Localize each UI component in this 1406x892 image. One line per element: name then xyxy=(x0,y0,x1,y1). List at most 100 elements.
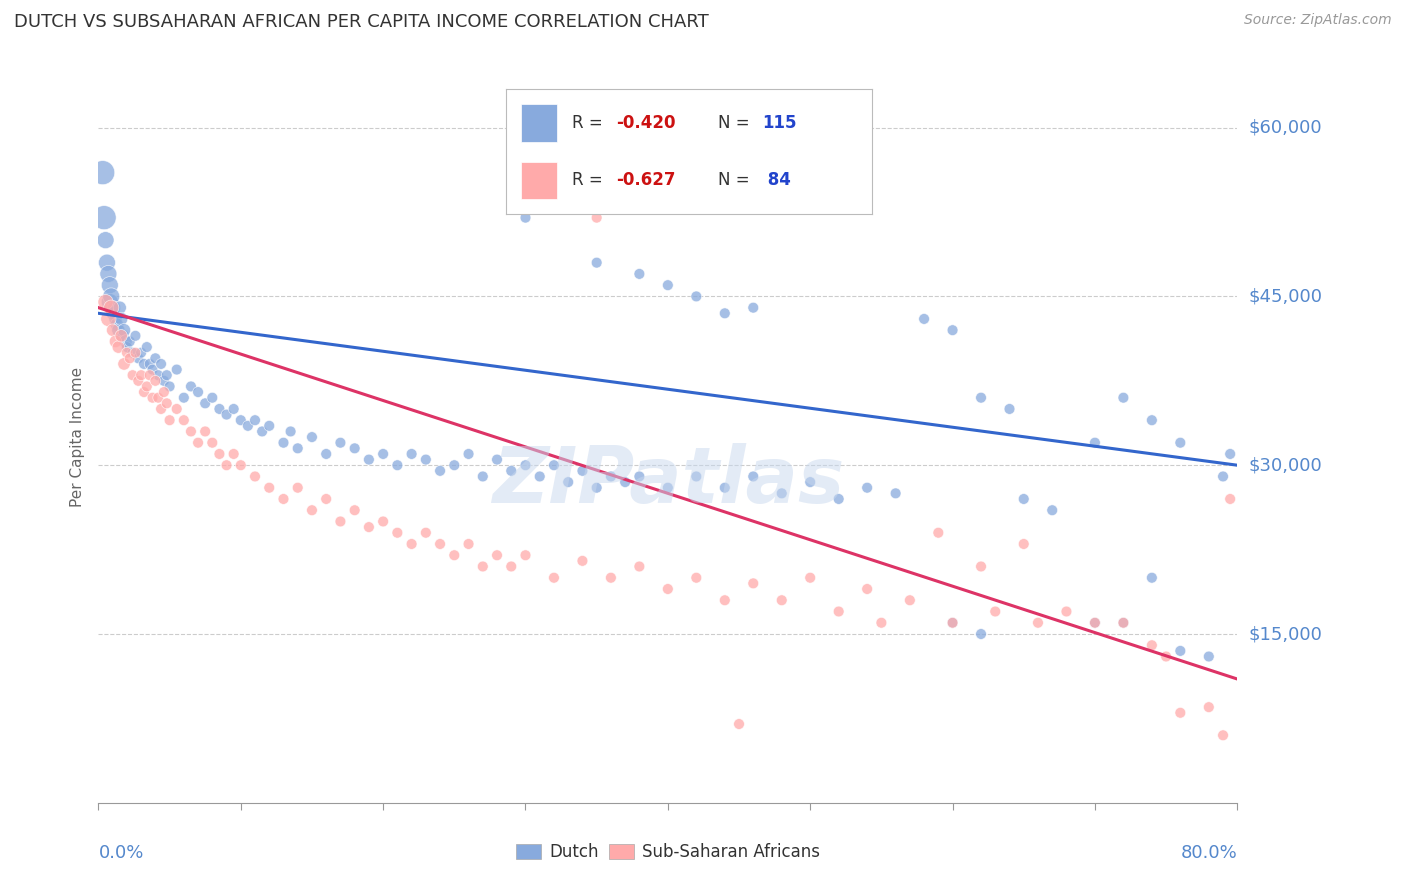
Point xyxy=(501,559,523,574)
Point xyxy=(129,368,152,383)
Point xyxy=(415,525,437,540)
Point xyxy=(1084,615,1107,630)
Point xyxy=(127,351,149,366)
Point xyxy=(828,491,851,506)
Point xyxy=(153,385,176,400)
Point xyxy=(457,447,479,461)
Point xyxy=(600,469,623,483)
Point xyxy=(273,435,295,450)
Point xyxy=(173,413,195,427)
Point xyxy=(443,458,465,473)
Point xyxy=(273,491,295,506)
Point xyxy=(614,475,637,489)
Point xyxy=(124,328,146,343)
Point xyxy=(93,211,115,225)
Point xyxy=(1170,435,1192,450)
Point xyxy=(685,469,707,483)
Point xyxy=(229,458,252,473)
Point xyxy=(1012,491,1035,506)
Point xyxy=(135,379,157,393)
Point xyxy=(101,323,124,337)
Point xyxy=(942,323,965,337)
Point xyxy=(1140,638,1163,652)
Point xyxy=(132,357,155,371)
Point xyxy=(628,559,651,574)
Point xyxy=(259,481,281,495)
Point xyxy=(1170,706,1192,720)
Point xyxy=(115,345,138,359)
Text: 84: 84 xyxy=(762,171,792,189)
Point xyxy=(628,267,651,281)
Point xyxy=(742,301,765,315)
Point xyxy=(150,401,173,416)
Point xyxy=(141,391,163,405)
Point xyxy=(387,458,409,473)
Legend: Dutch, Sub-Saharan Africans: Dutch, Sub-Saharan Africans xyxy=(509,837,827,868)
Point xyxy=(180,379,202,393)
Point xyxy=(110,312,132,326)
Point xyxy=(742,469,765,483)
Point xyxy=(515,548,537,562)
Point xyxy=(1140,571,1163,585)
Point xyxy=(208,401,231,416)
Text: Source: ZipAtlas.com: Source: ZipAtlas.com xyxy=(1244,13,1392,28)
Point xyxy=(1056,605,1078,619)
Point xyxy=(107,323,129,337)
Point xyxy=(148,391,170,405)
Point xyxy=(856,582,879,596)
Point xyxy=(557,475,579,489)
Point xyxy=(357,452,380,467)
Point xyxy=(898,593,921,607)
Point xyxy=(628,469,651,483)
Point xyxy=(159,413,181,427)
Point xyxy=(194,396,217,410)
Point xyxy=(329,515,352,529)
Point xyxy=(108,301,131,315)
Point xyxy=(429,537,451,551)
Point xyxy=(145,374,167,388)
Point xyxy=(1026,615,1049,630)
Point xyxy=(315,491,337,506)
Text: 80.0%: 80.0% xyxy=(1181,845,1237,863)
Text: -0.420: -0.420 xyxy=(616,114,675,132)
Point xyxy=(571,554,593,568)
FancyBboxPatch shape xyxy=(520,161,557,199)
Point xyxy=(543,458,565,473)
Point xyxy=(912,312,935,326)
Point xyxy=(104,312,127,326)
Point xyxy=(118,351,141,366)
Point xyxy=(529,469,551,483)
Text: R =: R = xyxy=(572,114,607,132)
Point xyxy=(471,559,494,574)
Point xyxy=(98,295,121,310)
Point xyxy=(153,374,176,388)
Point xyxy=(94,233,117,247)
Point xyxy=(1170,644,1192,658)
Point xyxy=(970,627,993,641)
Point xyxy=(571,464,593,478)
Point xyxy=(250,425,273,439)
Y-axis label: Per Capita Income: Per Capita Income xyxy=(70,367,86,508)
Point xyxy=(501,464,523,478)
Point xyxy=(215,408,238,422)
Point xyxy=(173,391,195,405)
Point xyxy=(114,334,136,349)
Point xyxy=(100,289,122,303)
Point xyxy=(415,452,437,467)
Point xyxy=(429,464,451,478)
Point xyxy=(543,571,565,585)
Point xyxy=(515,458,537,473)
Point xyxy=(222,401,245,416)
Point xyxy=(301,503,323,517)
Point xyxy=(1212,728,1234,742)
Point xyxy=(156,368,179,383)
Point xyxy=(329,435,352,450)
Point xyxy=(515,211,537,225)
Point xyxy=(486,452,509,467)
Point xyxy=(600,571,623,585)
Point xyxy=(373,447,395,461)
Point xyxy=(112,357,135,371)
Point xyxy=(443,548,465,562)
Point xyxy=(585,255,607,269)
Point xyxy=(1198,700,1220,714)
